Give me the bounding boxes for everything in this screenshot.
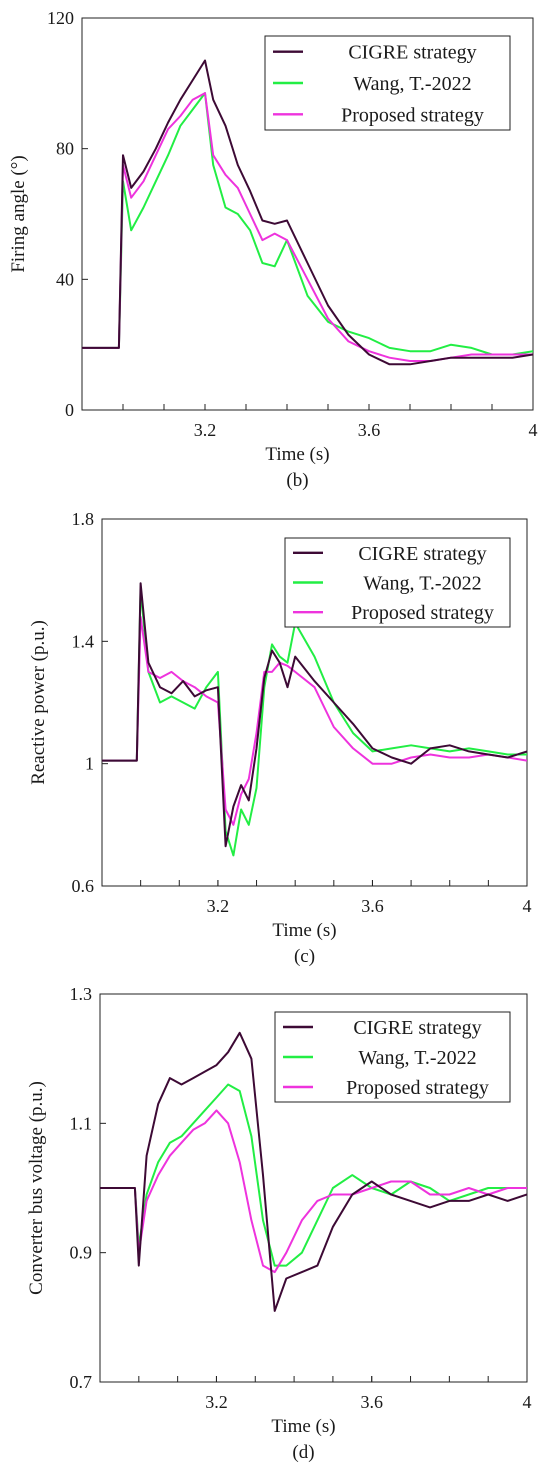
legend: CIGRE strategy Wang, T.-2022 Proposed stra… (264, 35, 511, 131)
legend-label: Wang, T.-2022 (353, 73, 471, 95)
x-axis-label: Time (s) (271, 1416, 335, 1437)
x-tick-label: 4 (523, 1392, 532, 1412)
y-axis-label: Converter bus voltage (p.u.) (26, 1081, 47, 1295)
y-axis-label: Firing angle (°) (8, 155, 29, 272)
series-line-wang (102, 588, 527, 857)
series-line-proposed (82, 92, 533, 362)
series-line-wang (100, 1083, 527, 1267)
legend-box (264, 35, 511, 131)
x-axis-label: Time (s) (265, 444, 329, 465)
series-line-proposed (102, 615, 527, 826)
legend-label: Wang, T.-2022 (363, 573, 481, 595)
x-tick-label: 4 (523, 896, 532, 916)
y-tick-label: 0 (65, 400, 74, 420)
y-tick-label: 0.6 (72, 876, 95, 896)
legend-label: CIGRE strategy (358, 543, 486, 565)
x-tick-label: 3.6 (358, 420, 381, 440)
series-line-wang (82, 92, 533, 356)
x-tick-label: 3.6 (360, 1392, 383, 1412)
y-axis-label: Reactive power (p.u.) (28, 620, 49, 785)
panel-caption: (c) (294, 946, 315, 967)
x-tick-label: 3.6 (361, 896, 384, 916)
series-line-cigre (100, 1031, 527, 1312)
y-tick-label: 1.3 (70, 984, 93, 1004)
y-tick-label: 0.9 (70, 1243, 93, 1263)
plot-frame (101, 518, 528, 887)
x-tick-label: 3.2 (207, 896, 230, 916)
y-tick-label: 40 (56, 269, 74, 289)
panel-c: 0.6 1 1.4 1.8 3.2 3.6 4 Time (s) (c) Reactive pow… (28, 509, 532, 967)
y-tick-label: 1.4 (72, 631, 95, 651)
legend-label: Proposed strategy (351, 602, 494, 624)
panel-d: 0.7 0.9 1.1 1.3 3.2 3.6 4 Time (s) (d) Converter … (26, 984, 532, 1463)
y-tick-label: 0.7 (70, 1372, 93, 1392)
y-tick-label: 80 (56, 139, 74, 159)
y-tick-label: 1.1 (70, 1113, 93, 1133)
x-tick-label: 3.2 (205, 1392, 228, 1412)
x-tick-label: 3.2 (194, 420, 217, 440)
y-tick-label: 1 (85, 754, 94, 774)
legend-label: Wang, T.-2022 (358, 1047, 476, 1069)
series-line-proposed (100, 1109, 527, 1274)
panel-caption: (d) (292, 1442, 314, 1463)
legend-label: Proposed strategy (341, 104, 484, 126)
legend: CIGRE strategy Wang, T.-2022 Proposed stra… (284, 537, 511, 628)
legend-label: CIGRE strategy (353, 1017, 481, 1039)
panel-b: 0 40 80 120 3.2 3.6 4 Time (s) (b) Firing angle (… (8, 8, 538, 491)
legend-box (274, 1011, 511, 1103)
panel-caption: (b) (286, 470, 308, 491)
y-tick-label: 120 (47, 8, 74, 28)
series-line-cigre (82, 59, 533, 366)
y-tick-label: 1.8 (72, 509, 95, 529)
legend: CIGRE strategy Wang, T.-2022 Proposed stra… (274, 1011, 511, 1103)
x-tick-label: 4 (529, 420, 538, 440)
x-axis-label: Time (s) (272, 920, 336, 941)
legend-label: Proposed strategy (346, 1077, 489, 1099)
legend-label: CIGRE strategy (348, 42, 476, 64)
plot-frame (81, 17, 534, 411)
